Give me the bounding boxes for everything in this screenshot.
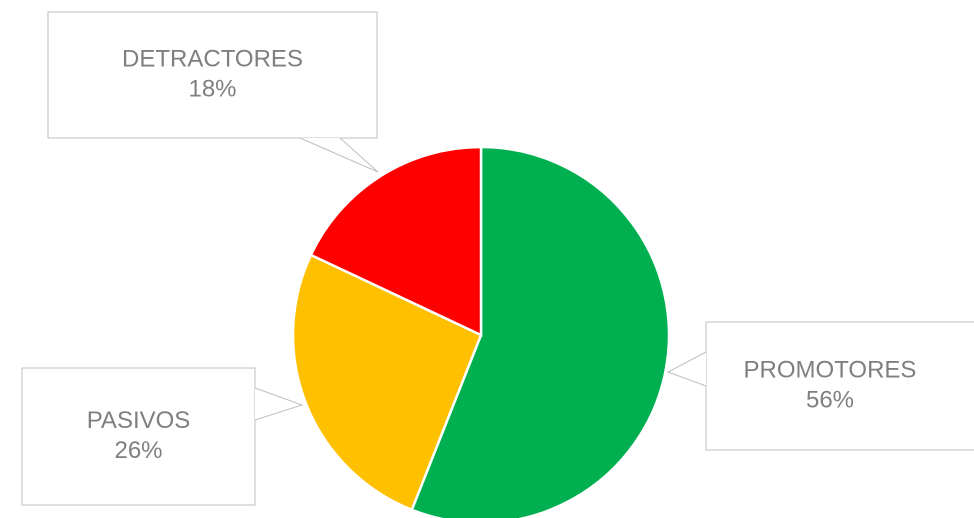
callout-wedge	[255, 388, 302, 420]
callout-pointer	[254, 387, 304, 421]
pie-slice	[291, 253, 483, 512]
callout-wedge	[668, 352, 706, 386]
slice-label: DETRACTORES	[122, 45, 303, 72]
slice-label: PROMOTORES	[744, 356, 917, 383]
pie-slice	[309, 145, 483, 337]
slice-value-label: 18%	[188, 75, 236, 102]
callout-box	[705, 321, 974, 451]
callout-box	[21, 367, 256, 506]
callout-pointer	[666, 351, 707, 387]
callout-box	[47, 11, 378, 139]
slice-value-label: 26%	[114, 437, 162, 464]
slice-label: PASIVOS	[87, 407, 191, 434]
slice-value-label: 56%	[806, 386, 854, 413]
callout-pointer	[299, 137, 379, 173]
pie-slice	[410, 145, 671, 518]
